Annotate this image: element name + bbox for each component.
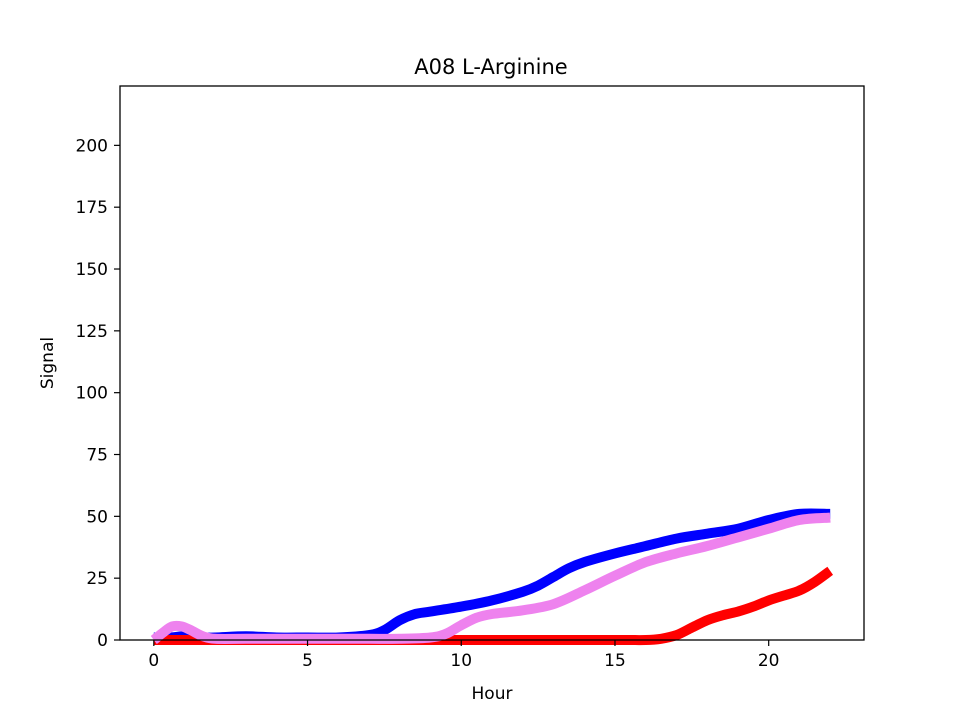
y-axis-label: Signal [38, 337, 58, 389]
y-tick-label: 200 [76, 136, 108, 156]
y-tick-label: 0 [97, 631, 108, 651]
series-line-2 [150, 512, 831, 644]
y-tick-label: 75 [86, 446, 108, 466]
x-axis-label: Hour [472, 684, 513, 704]
chart-title: A08 L-Arginine [414, 55, 567, 79]
x-tick-label: 10 [450, 651, 472, 671]
y-tick-label: 175 [76, 198, 108, 218]
y-tick-label: 100 [76, 384, 108, 404]
x-tick-label: 0 [148, 651, 159, 671]
x-axis-ticks: 0 5 10 15 20 [148, 640, 780, 671]
y-tick-label: 125 [76, 322, 108, 342]
y-tick-label: 25 [86, 569, 108, 589]
x-tick-label: 15 [604, 651, 626, 671]
x-tick-label: 20 [758, 651, 780, 671]
x-tick-label: 5 [302, 651, 313, 671]
y-tick-label: 50 [86, 507, 108, 527]
y-axis-ticks: 0 25 50 75 100 125 150 175 200 [76, 136, 120, 651]
plot-frame [119, 85, 865, 641]
y-tick-label: 150 [76, 260, 108, 280]
